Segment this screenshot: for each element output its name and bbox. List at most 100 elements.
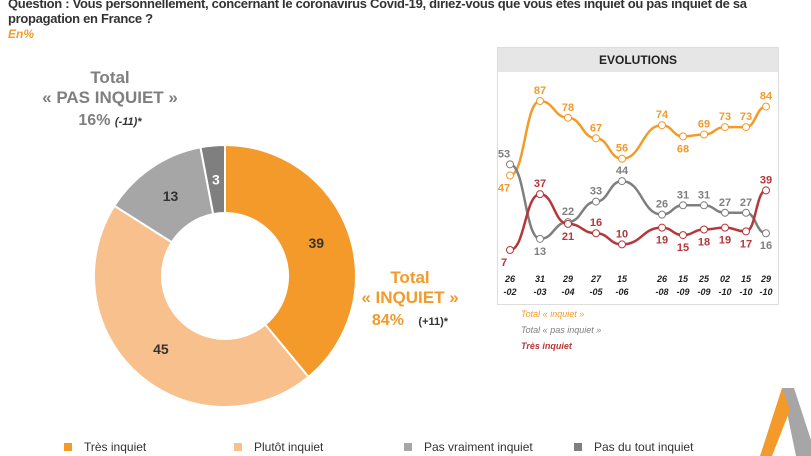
x-tick-label: 29	[760, 274, 771, 284]
question-text: Question : Vous personnellement, concern…	[8, 0, 747, 26]
x-tick-label: -06	[615, 287, 629, 297]
donut-chart: 39 45 13 3	[93, 143, 357, 408]
brand-logo-icon	[760, 388, 811, 456]
x-tick-label: 15	[741, 274, 752, 284]
data-label: 73	[740, 111, 752, 123]
data-label: 31	[698, 189, 710, 201]
point-inquiet	[742, 123, 750, 132]
x-tick-label: 26	[504, 274, 516, 284]
data-label: 27	[719, 197, 731, 209]
slice-plutot	[93, 204, 310, 408]
point-tres-inquiet	[536, 190, 544, 199]
total-title: Total	[90, 68, 130, 87]
x-tick-label: -10	[759, 287, 772, 297]
legend-swatch	[574, 443, 582, 451]
x-tick-label: 02	[720, 274, 730, 284]
data-label: 84	[760, 91, 773, 103]
data-label: 26	[656, 199, 668, 211]
slice-label: 45	[153, 341, 169, 357]
x-tick-label: -09	[697, 287, 710, 297]
data-label: 73	[719, 111, 731, 123]
data-label: 68	[677, 143, 689, 155]
total-value: 16%	[78, 112, 111, 129]
legend-label: Très inquiet	[84, 440, 147, 454]
data-label: 56	[616, 143, 628, 155]
point-tres-inquiet	[742, 227, 750, 236]
x-tick-label: -08	[655, 287, 668, 297]
total-label: « PAS INQUIET »	[42, 88, 178, 107]
legend-item-pas-du-tout: Pas du tout inquiet	[574, 440, 693, 454]
data-label: 19	[719, 235, 731, 247]
data-label: 78	[562, 102, 574, 114]
data-label: 22	[562, 206, 574, 218]
point-inquiet	[506, 171, 514, 180]
data-label: 16	[590, 217, 602, 229]
x-tick-label: 27	[590, 274, 602, 284]
data-label: 47	[498, 183, 510, 195]
point-pas-inquiet	[742, 208, 750, 217]
point-pas-inquiet	[700, 201, 708, 210]
point-tres-inquiet	[658, 223, 666, 232]
data-label: 18	[698, 237, 710, 249]
data-label: 7	[501, 257, 507, 269]
data-label: 31	[677, 189, 689, 201]
data-label: 44	[616, 165, 629, 177]
line-pas-inquiet	[509, 163, 767, 241]
data-label: 74	[656, 109, 669, 121]
x-tick-label: -03	[533, 287, 546, 297]
point-inquiet	[536, 97, 544, 105]
x-tick-label: -04	[561, 287, 574, 297]
slice-tres	[224, 143, 357, 379]
x-tick-label: 31	[535, 274, 545, 284]
data-label: 16	[760, 240, 772, 252]
point-inquiet	[592, 134, 600, 143]
data-label: 21	[562, 231, 574, 243]
point-tres-inquiet	[679, 231, 687, 240]
legend-pas-inquiet: Total « pas inquiet »	[521, 325, 602, 335]
legend-tres-inquiet: Très inquiet	[521, 341, 572, 351]
legend-item-plutot: Plutôt inquiet	[234, 440, 323, 454]
point-pas-inquiet	[592, 197, 600, 206]
x-tick-label: 29	[562, 274, 573, 284]
x-tick-label: -09	[676, 287, 689, 297]
point-inquiet	[700, 130, 708, 139]
legend-inquiet: Total « inquiet »	[521, 309, 585, 319]
data-label: 13	[534, 246, 546, 258]
unit-label: En%	[8, 27, 35, 41]
legend-swatch	[404, 443, 412, 451]
point-pas-inquiet	[618, 177, 626, 186]
point-pas-inquiet	[762, 229, 770, 238]
x-tick-label: -02	[503, 287, 516, 297]
point-pas-inquiet	[721, 208, 729, 217]
point-inquiet	[658, 121, 666, 130]
data-label: 37	[534, 178, 546, 190]
point-inquiet	[564, 113, 572, 122]
total-delta: (-11)*	[114, 116, 142, 128]
x-tick-label: 15	[678, 274, 689, 284]
total-title: Total	[390, 268, 430, 287]
data-label: 27	[740, 197, 752, 209]
legend-label: Plutôt inquiet	[254, 440, 324, 454]
total-value: 84%	[371, 312, 404, 329]
point-pas-inquiet	[536, 234, 544, 243]
point-pas-inquiet	[506, 160, 514, 169]
point-tres-inquiet	[506, 246, 514, 254]
point-tres-inquiet	[592, 229, 600, 238]
legend-item-tres: Très inquiet	[64, 440, 146, 454]
data-label: 15	[677, 242, 689, 254]
x-tick-label: 26	[656, 274, 668, 284]
point-inquiet	[721, 123, 729, 132]
total-pas-inquiet: Total « PAS INQUIET » 16% (-11)*	[30, 68, 190, 130]
slice-label: 39	[308, 235, 324, 251]
x-tick-label: 25	[698, 274, 710, 284]
data-label: 67	[590, 122, 602, 134]
data-label: 39	[760, 174, 772, 186]
data-label: 17	[740, 238, 752, 250]
point-tres-inquiet	[762, 186, 770, 195]
data-label: 53	[498, 148, 510, 160]
legend-label: Pas du tout inquiet	[594, 440, 694, 454]
legend-swatch	[234, 443, 242, 451]
data-label: 10	[616, 228, 628, 240]
total-inquiet: Total « INQUIET » 84% (+11)*	[345, 268, 475, 330]
